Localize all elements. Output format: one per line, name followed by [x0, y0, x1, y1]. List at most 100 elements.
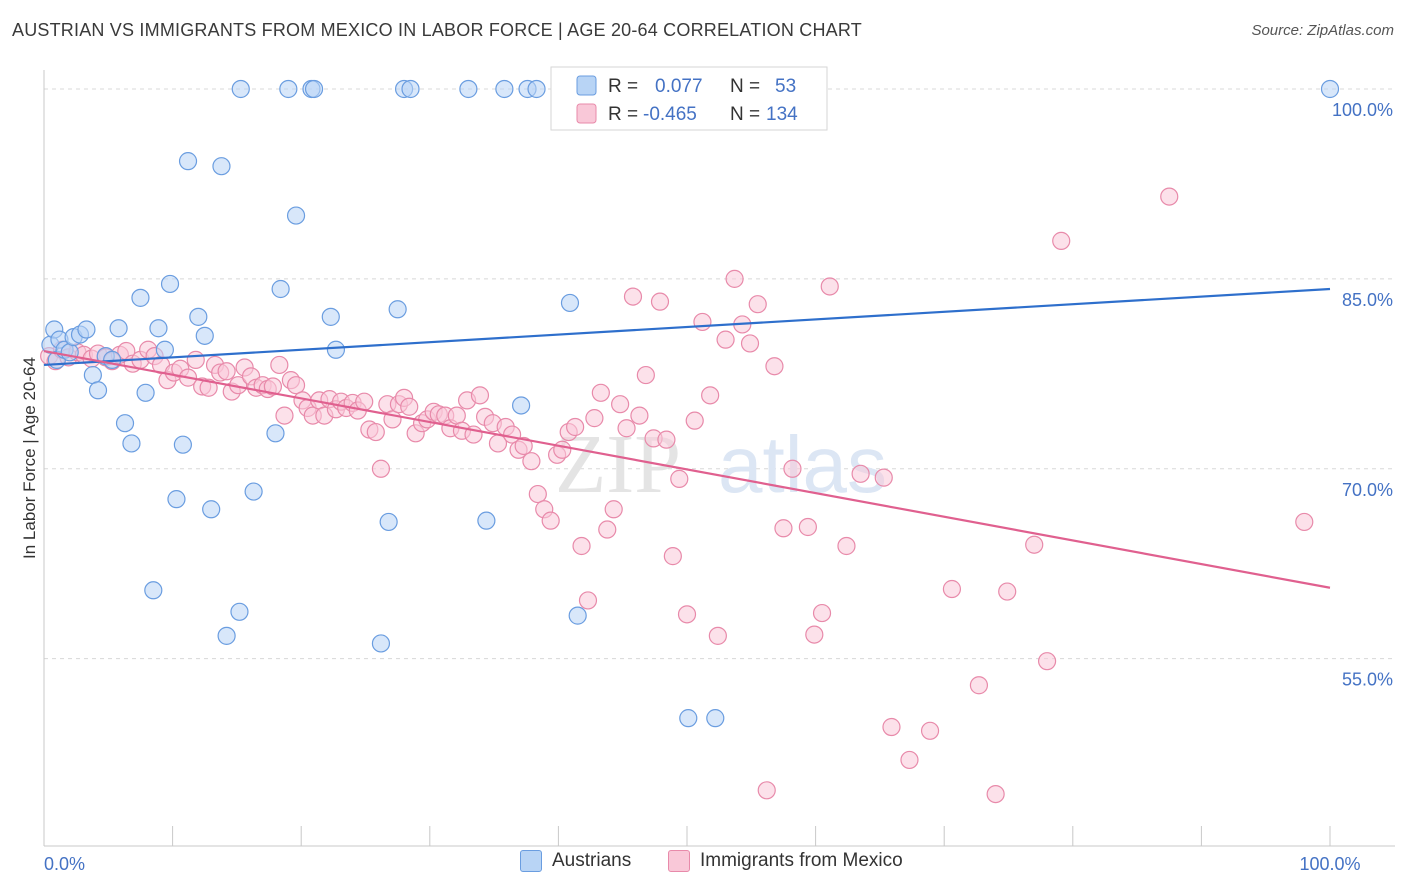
- point-austrians: [401, 79, 420, 99]
- point-mexico: [765, 357, 784, 376]
- point-mexico: [217, 362, 236, 381]
- point-mexico: [725, 269, 744, 288]
- point-austrians: [155, 340, 174, 359]
- point-mexico: [371, 459, 391, 478]
- y-tick-label: 85.0%: [1342, 290, 1393, 310]
- point-mexico: [820, 277, 839, 296]
- point-austrians: [271, 279, 290, 299]
- x-tick-label: 100.0%: [1299, 854, 1360, 874]
- point-austrians: [371, 634, 391, 653]
- point-mexico: [900, 750, 919, 770]
- point-austrians: [88, 381, 108, 400]
- bottom-legend-label-austrians: Austrians: [552, 850, 632, 871]
- point-austrians: [178, 152, 198, 171]
- point-mexico: [617, 419, 636, 438]
- point-austrians: [77, 320, 96, 339]
- point-mexico: [630, 406, 649, 425]
- point-mexico: [611, 395, 630, 414]
- point-austrians: [230, 602, 249, 621]
- point-mexico: [677, 605, 697, 624]
- legend-n-label-blue: N =: [730, 76, 760, 97]
- point-mexico: [998, 582, 1017, 601]
- point-mexico: [663, 547, 682, 566]
- correlation-legend: R = 0.077 N = 53 R = -0.465 N = 134: [550, 66, 828, 131]
- axes: [43, 70, 1395, 847]
- point-austrians: [131, 288, 150, 307]
- point-mexico: [805, 625, 824, 644]
- point-austrians: [195, 326, 214, 345]
- point-mexico: [757, 781, 776, 800]
- point-austrians: [212, 157, 231, 176]
- point-mexico: [514, 436, 533, 456]
- point-austrians: [304, 79, 324, 99]
- point-austrians: [266, 424, 285, 443]
- point-mexico: [882, 717, 901, 737]
- point-austrians: [679, 709, 698, 728]
- point-mexico: [199, 378, 218, 397]
- point-austrians: [244, 482, 263, 501]
- point-austrians: [326, 340, 346, 359]
- point-austrians: [279, 79, 298, 99]
- point-austrians: [477, 511, 496, 530]
- point-mexico: [1052, 231, 1071, 250]
- point-mexico: [598, 520, 617, 539]
- point-mexico: [670, 469, 689, 488]
- trend-lines: [43, 287, 1331, 589]
- point-mexico: [920, 721, 940, 740]
- point-austrians: [189, 307, 208, 326]
- legend-n-label-pink: N =: [730, 104, 760, 125]
- trend-line-austrians: [43, 287, 1331, 367]
- point-austrians: [122, 434, 141, 453]
- point-austrians: [568, 606, 587, 625]
- point-mexico: [942, 579, 962, 599]
- point-austrians: [167, 490, 186, 509]
- point-mexico: [286, 376, 306, 395]
- point-mexico: [522, 452, 541, 471]
- trend-line-mexico: [43, 349, 1331, 589]
- point-mexico: [366, 422, 385, 442]
- tick-labels: 55.0% 70.0% 85.0% 100.0% 0.0% 100.0%: [44, 100, 1393, 874]
- point-austrians: [149, 319, 168, 338]
- source-credit: Source: ZipAtlas.com: [1251, 22, 1394, 39]
- point-austrians: [1320, 79, 1340, 99]
- point-mexico: [1160, 187, 1179, 206]
- point-austrians: [115, 414, 135, 433]
- legend-swatch-blue: [576, 75, 597, 96]
- point-austrians: [109, 319, 128, 338]
- point-austrians: [495, 79, 514, 99]
- point-austrians: [202, 500, 221, 519]
- point-austrians: [60, 343, 79, 362]
- point-mexico: [748, 295, 767, 314]
- point-mexico: [650, 292, 670, 311]
- point-austrians: [512, 396, 531, 415]
- point-mexico: [657, 430, 676, 449]
- point-mexico: [685, 411, 704, 430]
- point-austrians: [83, 365, 102, 385]
- point-mexico: [740, 334, 760, 353]
- point-mexico: [693, 312, 712, 332]
- point-austrians: [160, 274, 180, 294]
- point-mexico: [636, 365, 655, 385]
- point-mexico: [1295, 512, 1314, 532]
- legend-n-value-blue: 53: [775, 76, 796, 97]
- legend-frame: [550, 66, 828, 131]
- point-mexico: [400, 397, 419, 416]
- bottom-legend-austrians: Austrians: [520, 850, 631, 872]
- point-austrians: [379, 512, 398, 532]
- point-mexico: [585, 409, 604, 428]
- point-austrians: [231, 79, 250, 99]
- point-austrians: [286, 206, 306, 225]
- point-mexico: [1037, 652, 1057, 671]
- watermark-atlas: atlas: [718, 420, 887, 509]
- legend-r-label-blue: R =: [608, 76, 638, 97]
- point-mexico: [186, 350, 205, 369]
- point-mexico: [604, 500, 623, 519]
- point-austrians: [217, 626, 236, 645]
- point-mexico: [701, 386, 720, 405]
- point-austrians: [560, 293, 580, 313]
- point-mexico: [798, 517, 817, 537]
- legend-r-value-blue: 0.077: [655, 76, 703, 97]
- point-mexico: [708, 626, 727, 645]
- point-mexico: [528, 484, 547, 504]
- point-mexico: [969, 676, 989, 695]
